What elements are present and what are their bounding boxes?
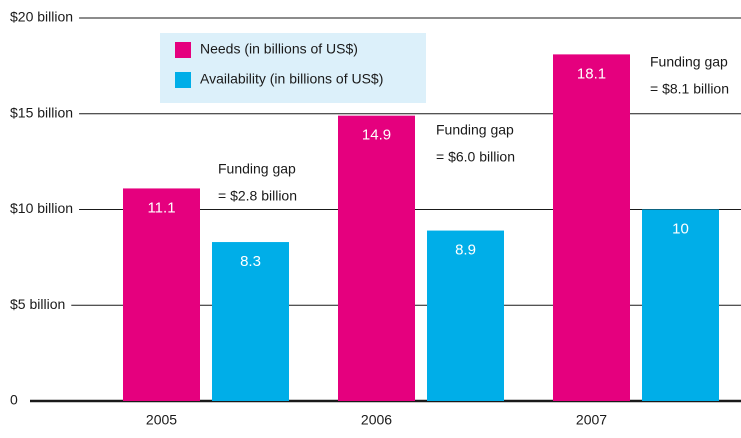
legend-swatch — [175, 42, 191, 58]
y-tick-label: 0 — [10, 392, 18, 408]
value-label: 10 — [672, 220, 689, 237]
bar — [338, 115, 415, 401]
annotation: = $2.8 billion — [218, 188, 297, 204]
legend-box — [160, 33, 426, 103]
y-tick-label: $15 billion — [10, 104, 73, 120]
bar — [553, 54, 630, 401]
x-tick-label: 2006 — [361, 412, 392, 428]
bar — [642, 209, 719, 401]
y-tick-label: $5 billion — [10, 296, 65, 312]
annotation: Funding gap — [650, 54, 728, 70]
annotation: = $8.1 billion — [650, 81, 729, 97]
annotation: Funding gap — [218, 161, 296, 177]
value-label: 8.3 — [240, 253, 261, 270]
y-tick-label: $20 billion — [10, 9, 73, 25]
value-label: 18.1 — [577, 65, 606, 82]
annotation: Funding gap — [436, 122, 514, 138]
x-tick-label: 2005 — [146, 412, 177, 428]
value-label: 11.1 — [147, 199, 175, 216]
y-tick-label: $10 billion — [10, 200, 73, 216]
legend-label: Availability (in billions of US$) — [200, 71, 383, 87]
annotation: = $6.0 billion — [436, 149, 515, 165]
value-label: 14.9 — [362, 127, 391, 144]
bar — [427, 230, 504, 401]
legend-swatch — [175, 72, 191, 88]
bar — [123, 188, 200, 401]
x-tick-label: 2007 — [576, 412, 607, 428]
legend-label: Needs (in billions of US$) — [200, 41, 358, 57]
bar — [212, 242, 289, 401]
value-label: 8.9 — [455, 242, 476, 259]
